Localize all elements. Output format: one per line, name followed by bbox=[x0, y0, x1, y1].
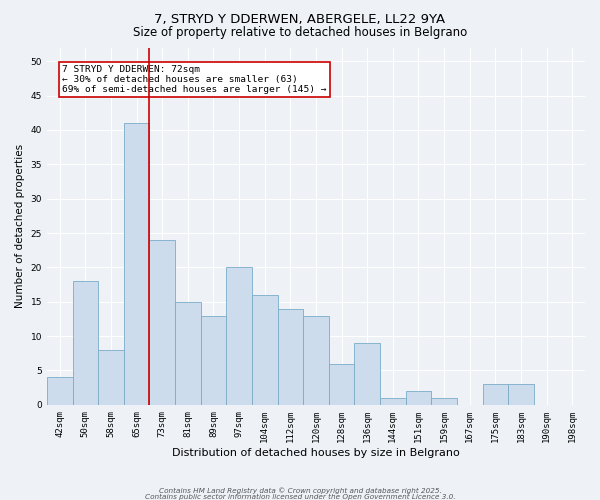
Bar bbox=[149, 240, 175, 405]
Y-axis label: Number of detached properties: Number of detached properties bbox=[15, 144, 25, 308]
Bar bbox=[431, 398, 457, 405]
Bar bbox=[482, 384, 508, 405]
Bar bbox=[73, 281, 98, 405]
Text: 7 STRYD Y DDERWEN: 72sqm
← 30% of detached houses are smaller (63)
69% of semi-d: 7 STRYD Y DDERWEN: 72sqm ← 30% of detach… bbox=[62, 64, 327, 94]
Bar bbox=[226, 268, 252, 405]
Bar bbox=[252, 295, 278, 405]
Bar bbox=[124, 123, 149, 405]
Bar bbox=[278, 308, 303, 405]
Bar bbox=[355, 343, 380, 405]
Bar bbox=[175, 302, 200, 405]
Text: Contains public sector information licensed under the Open Government Licence 3.: Contains public sector information licen… bbox=[145, 494, 455, 500]
Text: Size of property relative to detached houses in Belgrano: Size of property relative to detached ho… bbox=[133, 26, 467, 39]
X-axis label: Distribution of detached houses by size in Belgrano: Distribution of detached houses by size … bbox=[172, 448, 460, 458]
Bar bbox=[406, 391, 431, 405]
Text: 7, STRYD Y DDERWEN, ABERGELE, LL22 9YA: 7, STRYD Y DDERWEN, ABERGELE, LL22 9YA bbox=[154, 12, 446, 26]
Bar bbox=[98, 350, 124, 405]
Bar bbox=[380, 398, 406, 405]
Text: Contains HM Land Registry data © Crown copyright and database right 2025.: Contains HM Land Registry data © Crown c… bbox=[158, 488, 442, 494]
Bar bbox=[508, 384, 534, 405]
Bar bbox=[329, 364, 355, 405]
Bar bbox=[200, 316, 226, 405]
Bar bbox=[303, 316, 329, 405]
Bar bbox=[47, 378, 73, 405]
